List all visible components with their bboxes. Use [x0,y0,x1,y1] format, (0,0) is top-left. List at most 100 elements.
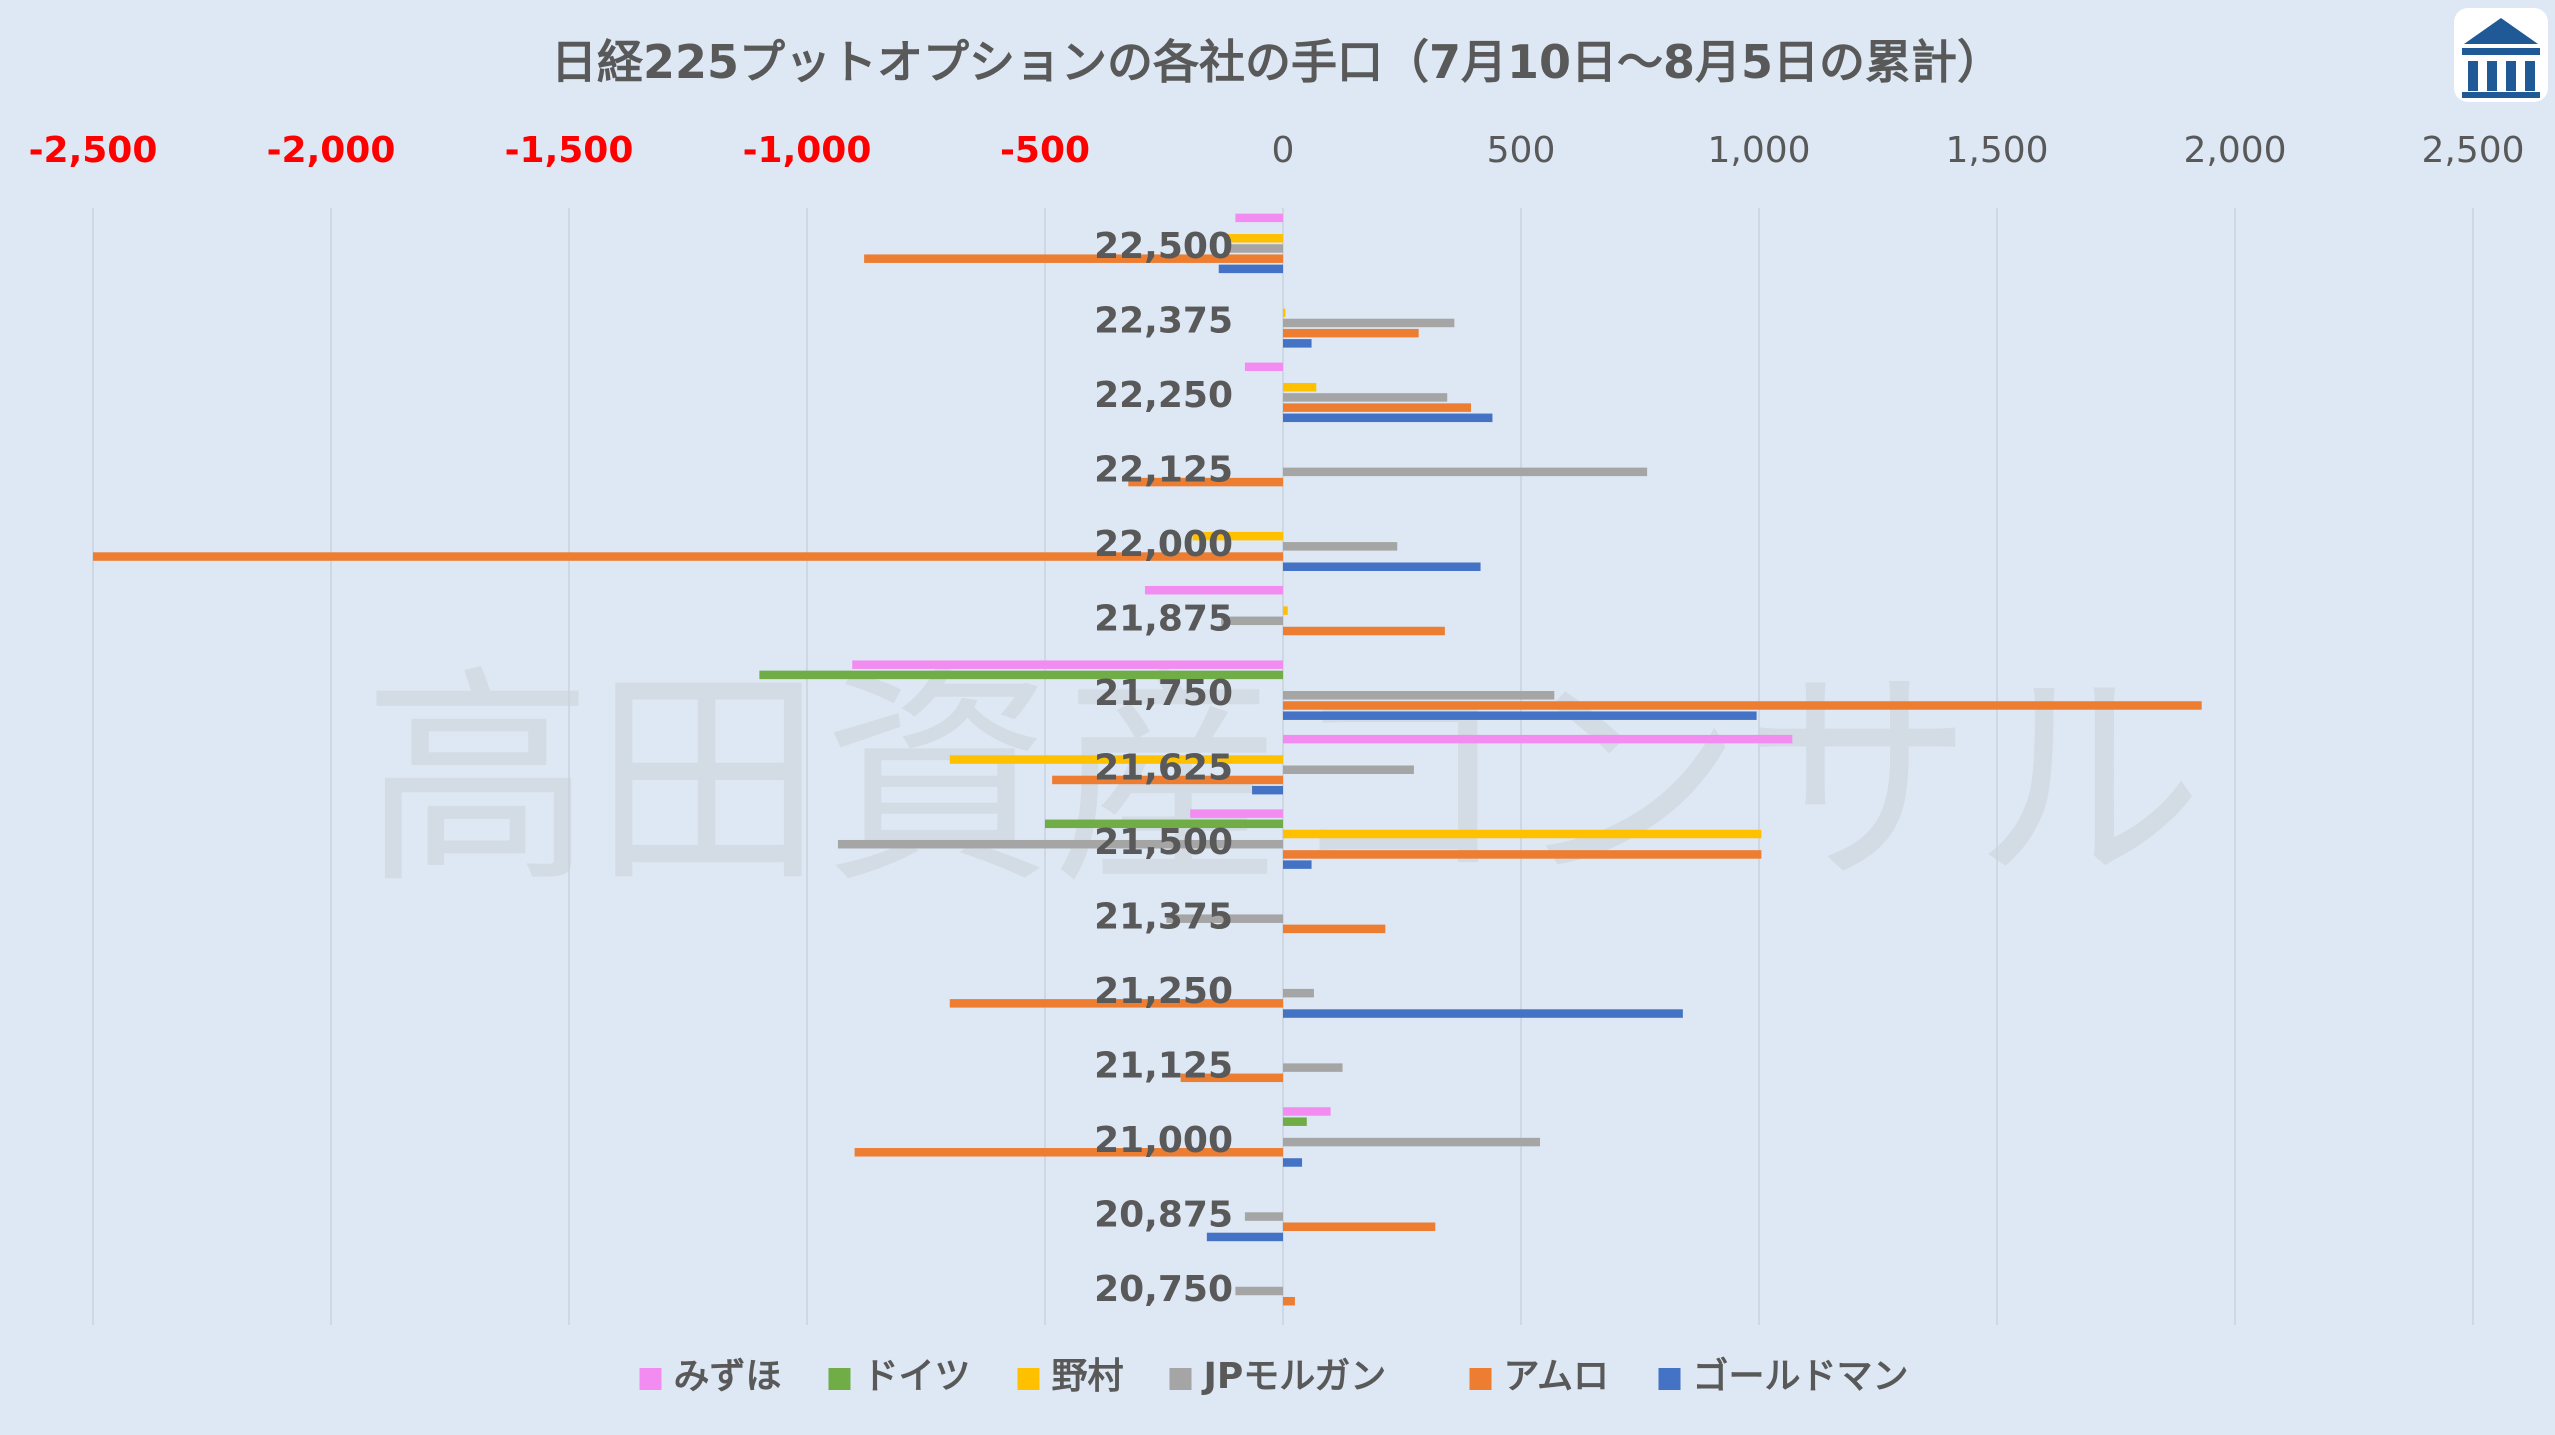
bar [1283,308,1286,317]
chart-title: 日経225プットオプションの各社の手口（7月10日～8月5日の累計） [551,35,2003,89]
legend-label: ゴールドマン [1693,1355,1909,1397]
bar [1283,1158,1303,1167]
category-label: 21,375 [1094,896,1233,937]
category-label-layer: 22,500 22,375 22,250 22,125 22,000 21,875 21,7… [1094,226,1233,1310]
bar [1283,626,1445,636]
bar [1180,1073,1283,1083]
category-label: 22,125 [1094,450,1233,491]
x-tick-label: 0 [1272,130,1295,171]
bar [1283,1222,1436,1231]
category-label: 21,500 [1094,822,1233,863]
bar [1166,914,1283,923]
x-tick-label: 1,000 [1707,130,1810,171]
bar [1283,829,1762,839]
category-label: 22,000 [1094,524,1233,565]
category-label: 22,500 [1094,226,1233,267]
bar [852,660,1283,669]
bar [854,1148,1283,1157]
bar [1283,850,1762,859]
x-tick-label: 2,500 [2421,130,2524,171]
x-tick-layer: -2,500 -2,000 -1,500 -1,000 -500 0 500 1,000 1,5… [29,130,2525,171]
bar [1192,531,1283,541]
bar [1225,234,1283,243]
bar [1190,809,1283,818]
bar [1235,1286,1283,1296]
bar [1283,711,1757,720]
bar [1283,691,1555,700]
bar [1283,328,1419,338]
bar [1283,393,1448,402]
bar [1283,1009,1683,1018]
grid-layer [92,208,2474,1325]
bar [1225,244,1283,253]
category-label: 21,625 [1094,748,1233,789]
x-tick-label: 2,000 [2183,130,2286,171]
bar [1221,616,1283,626]
legend-swatch [639,1368,662,1390]
category-label: 21,875 [1094,599,1233,640]
bar [1218,264,1283,274]
bar [1283,1137,1541,1147]
bar [1244,1212,1283,1221]
bar [1283,988,1314,998]
bar [1283,467,1648,477]
bar [1283,765,1414,774]
bar [759,670,1283,680]
legend: みずほ ドイツ 野村 JPモルガン アムロ ゴールドマン [639,1355,1909,1397]
bar [1283,339,1312,348]
bar [1144,585,1283,595]
legend-label: アムロ [1504,1356,1609,1397]
x-tick-label: 1,500 [1945,130,2048,171]
bar [1235,213,1283,223]
legend-swatch [1017,1368,1040,1390]
x-tick-label: -500 [1000,130,1090,171]
bar [949,999,1283,1008]
bar [1283,734,1793,744]
x-tick-label: -2,500 [29,130,158,171]
legend-label: JPモルガン [1201,1356,1387,1397]
bar [1283,860,1312,869]
bar [1283,562,1481,571]
bar [1283,1063,1343,1072]
bar [1252,785,1283,795]
x-tick-label: -1,500 [505,130,634,171]
category-label: 21,250 [1094,971,1233,1012]
bar [949,755,1283,764]
bar [1206,1232,1283,1242]
legend-label: みずほ [674,1356,782,1397]
x-tick-label: -1,000 [743,130,872,171]
bar [1283,1117,1307,1126]
bar [837,839,1283,849]
bar [1283,382,1317,392]
bar [864,254,1283,263]
x-tick-label: -2,000 [267,130,396,171]
legend-label: 野村 [1052,1356,1124,1397]
x-tick-label: 500 [1487,130,1556,171]
category-label: 21,125 [1094,1045,1233,1086]
category-label: 20,875 [1094,1194,1233,1235]
bar [93,552,1283,561]
category-label: 22,250 [1094,375,1233,416]
bars-layer [93,213,2202,1306]
legend-label: ドイツ [863,1356,971,1397]
category-label: 22,375 [1094,301,1233,342]
legend-swatch [1169,1368,1192,1390]
bar [1283,403,1472,412]
bar [1045,819,1283,829]
building-pillars-icon [2454,8,2548,102]
legend-swatch [1469,1368,1492,1390]
bar [1283,318,1455,328]
legend-swatch [828,1368,851,1390]
legend-swatch [1658,1368,1681,1390]
category-label: 20,750 [1094,1269,1233,1310]
bar [1283,413,1493,423]
bar [1052,775,1283,785]
bar [1283,1296,1295,1306]
category-label: 21,000 [1094,1120,1233,1161]
bar [1283,606,1288,615]
bar [1283,924,1386,934]
bar [1283,701,2202,710]
company-logo[interactable] [2452,6,2550,104]
bar [1283,542,1398,551]
